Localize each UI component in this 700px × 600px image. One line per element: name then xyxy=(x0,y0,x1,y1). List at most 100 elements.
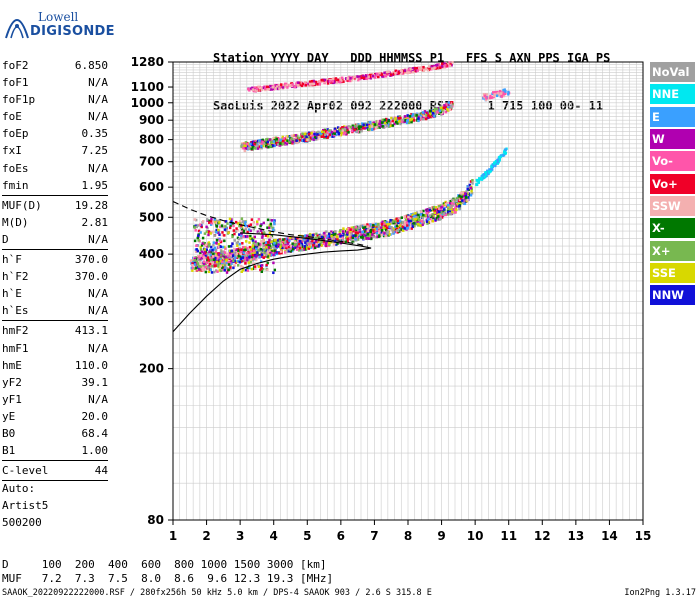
echo-point-spread xyxy=(198,268,201,271)
echo-point-spread xyxy=(257,249,260,252)
echo-point-o-trace xyxy=(273,249,276,253)
echo-point-3-hop xyxy=(370,72,374,76)
echo-point-o-trace xyxy=(438,207,441,210)
legend-item-vo: Vo- xyxy=(650,151,695,172)
echo-point-3-hop-upper xyxy=(491,91,495,94)
echo-point-spread xyxy=(210,219,213,223)
echo-point-3-hop xyxy=(392,71,396,74)
echo-point-spread xyxy=(256,251,259,254)
echo-point-x-trace xyxy=(480,176,483,180)
echo-point-o-trace xyxy=(426,209,429,212)
legend-item-nnw: NNW xyxy=(650,285,695,306)
echo-point-o-trace xyxy=(320,240,323,244)
echo-point-2-hop xyxy=(329,131,332,135)
param-name: foF1 xyxy=(2,76,29,90)
echo-point-o-trace xyxy=(461,199,464,202)
echo-point-o-trace xyxy=(333,235,337,239)
echo-point-o-trace xyxy=(202,262,206,265)
echo-point-spread xyxy=(240,236,243,240)
echo-point-3-hop xyxy=(448,64,452,68)
echo-point-3-hop xyxy=(286,86,289,89)
echo-point-spread xyxy=(272,228,275,232)
echo-point-o-trace xyxy=(370,237,373,241)
echo-point-spread xyxy=(246,235,249,238)
echo-point-spread xyxy=(266,218,270,222)
echo-point-o-trace xyxy=(346,239,349,243)
echo-point-3-hop xyxy=(358,77,361,81)
echo-point-o-trace xyxy=(438,205,441,208)
echo-point-spread xyxy=(226,252,229,256)
echo-point-o-trace xyxy=(431,213,434,216)
echo-point-2-hop xyxy=(363,127,367,130)
echo-point-o-trace xyxy=(235,256,239,259)
echo-point-3-hop xyxy=(443,62,446,65)
echo-point-spread xyxy=(238,242,241,246)
echo-point-2-hop xyxy=(379,119,382,123)
echo-point-o-trace xyxy=(388,225,391,229)
echo-point-o-trace xyxy=(262,242,265,246)
echo-point-o-trace xyxy=(383,232,386,235)
echo-point-2-hop xyxy=(307,139,311,142)
echo-point-o-trace xyxy=(462,202,466,205)
echo-point-spread xyxy=(250,267,254,271)
echo-point-2-hop xyxy=(420,117,423,121)
echo-point-o-trace xyxy=(225,261,229,265)
echo-point-2-hop xyxy=(333,133,336,137)
echo-point-2-hop xyxy=(430,109,433,113)
echo-point-spread xyxy=(206,256,210,259)
echo-point-2-hop xyxy=(282,139,285,143)
echo-point-spread xyxy=(231,233,234,237)
echo-point-3-hop xyxy=(316,82,319,86)
echo-point-o-trace xyxy=(283,237,287,241)
echo-point-2-hop xyxy=(343,127,347,131)
echo-point-2-hop xyxy=(301,132,304,135)
echo-point-o-trace xyxy=(375,231,379,235)
echo-point-2-hop xyxy=(368,120,372,124)
echo-point-o-trace xyxy=(327,241,331,245)
echo-point-o-trace xyxy=(456,203,460,206)
param-row: fmin 1.95 xyxy=(2,177,108,194)
echo-point-2-hop xyxy=(411,117,414,121)
echo-point-2-hop xyxy=(405,121,409,125)
echo-point-2-hop xyxy=(350,129,354,133)
echo-point-o-trace xyxy=(314,240,317,243)
echo-point-3-hop xyxy=(365,77,368,81)
x-tick-label: 6 xyxy=(337,529,345,543)
echo-point-o-trace xyxy=(436,212,440,216)
echo-point-o-trace xyxy=(304,241,307,244)
echo-point-2-hop xyxy=(281,137,284,140)
echo-point-o-trace xyxy=(280,251,283,255)
param-name: yF1 xyxy=(2,392,22,406)
legend-item-ssw: SSW xyxy=(650,196,695,217)
echo-point-o-trace xyxy=(444,213,448,217)
echo-point-3-hop-upper xyxy=(492,94,496,98)
echo-point-2-hop xyxy=(360,129,363,133)
echo-point-spread xyxy=(270,219,274,222)
echo-point-2-hop xyxy=(422,114,426,118)
echo-point-spread xyxy=(262,256,265,259)
echo-point-spread xyxy=(229,266,232,269)
echo-point-spread xyxy=(227,231,230,234)
echo-point-3-hop xyxy=(275,85,279,88)
echo-point-o-trace xyxy=(368,234,372,237)
echo-point-spread xyxy=(224,247,227,250)
echo-point-2-hop xyxy=(380,121,384,124)
echo-point-spread xyxy=(225,229,228,233)
param-name: C-level xyxy=(2,464,49,478)
echo-point-o-trace xyxy=(277,239,280,242)
echo-point-2-hop xyxy=(418,112,421,116)
echo-point-spread xyxy=(265,253,268,257)
echo-point-o-trace xyxy=(420,210,423,214)
echo-point-o-trace xyxy=(342,227,345,230)
echo-point-2-hop xyxy=(402,120,405,124)
echo-point-2-hop xyxy=(266,140,269,144)
echo-point-spread xyxy=(245,240,248,243)
echo-point-3-hop xyxy=(387,70,390,74)
echo-point-3-hop xyxy=(449,63,452,66)
echo-point-spread xyxy=(203,242,206,245)
echo-point-x-trace xyxy=(491,163,494,166)
echo-point-2-hop xyxy=(291,140,295,144)
echo-point-o-trace xyxy=(341,240,344,244)
echo-point-o-trace xyxy=(436,207,440,211)
echo-point-spread xyxy=(215,229,218,232)
